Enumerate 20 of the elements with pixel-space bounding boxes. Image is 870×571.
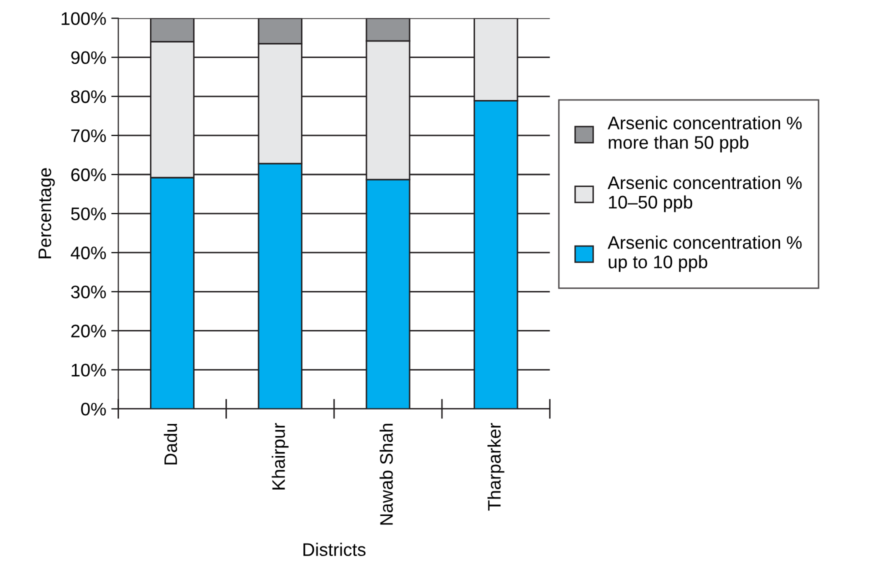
x-tick-label: Tharparker: [487, 423, 504, 511]
y-tick-label: 20%: [71, 324, 106, 338]
x-tick-label: Khairpur: [272, 423, 289, 490]
legend-label: Arsenic concentration % more than 50 ppb: [608, 116, 802, 152]
legend-label: Arsenic concentration % 10–50 ppb: [608, 176, 802, 212]
y-tick-label: 50%: [71, 207, 106, 220]
y-tick-label: 60%: [71, 168, 106, 182]
y-tick-label: 10%: [72, 364, 106, 376]
y-tick-label: 90%: [71, 51, 106, 64]
y-axis-title: Percentage: [38, 168, 55, 258]
y-tick-label: 80%: [71, 90, 106, 104]
y-tick-label: 0%: [81, 402, 106, 416]
y-tick-label: 30%: [71, 286, 106, 298]
y-tick-label: 100%: [62, 12, 106, 25]
x-tick-label: Nawab Shah: [380, 424, 393, 525]
y-tick-label: 40%: [70, 246, 106, 260]
x-tick-label: Dadu: [164, 424, 178, 464]
x-axis-title: Districts: [303, 542, 366, 556]
legend-label: Arsenic concentration % up to 10 ppb: [608, 236, 802, 272]
y-tick-label: 70%: [71, 129, 106, 142]
